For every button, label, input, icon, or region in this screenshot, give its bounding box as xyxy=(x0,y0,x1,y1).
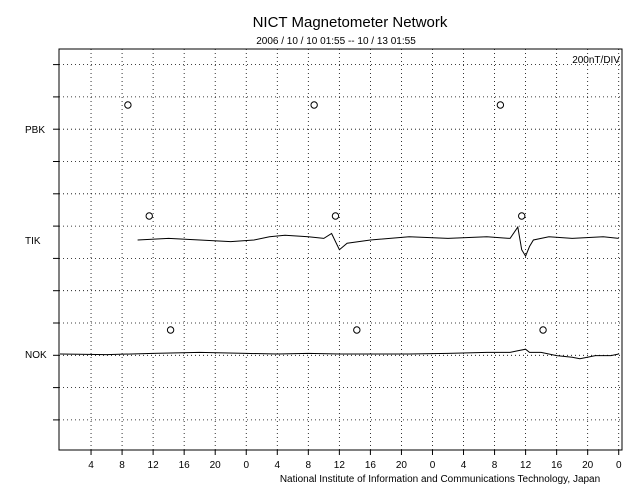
x-tick-label: 4 xyxy=(88,460,94,471)
local-midnight-marker xyxy=(331,212,340,220)
chart-subtitle: 2006 / 10 / 10 01:55 -- 10 / 13 01:55 xyxy=(256,36,416,47)
local-midnight-marker xyxy=(166,326,175,334)
station-label-tik: TIK xyxy=(25,236,41,247)
x-tick-label: 0 xyxy=(243,460,249,471)
local-midnight-marker xyxy=(124,101,132,109)
x-tick-label: 0 xyxy=(616,460,622,471)
x-tick-label: 12 xyxy=(520,460,532,471)
station-label-nok: NOK xyxy=(25,350,47,361)
x-tick-label: 20 xyxy=(210,460,222,471)
x-axis-ticks: 4 8 12 16 20 0 4 8 12 16 20 0 4 8 12 16 20 0 xyxy=(88,450,622,471)
credit-text: National Institute of Information and Co… xyxy=(280,474,600,485)
local-midnight-marker xyxy=(539,326,547,334)
local-midnight-marker xyxy=(353,326,361,334)
x-tick-label: 8 xyxy=(492,460,498,471)
station-labels: PBK TIK NOK xyxy=(25,125,47,361)
x-tick-label: 12 xyxy=(334,460,346,471)
x-tick-label: 20 xyxy=(396,460,408,471)
station-label-pbk: PBK xyxy=(25,125,45,136)
scale-label: 200nT/DIV xyxy=(572,55,620,66)
local-midnight-marker xyxy=(518,212,526,220)
local-midnight-marker xyxy=(496,101,505,109)
plot-frame xyxy=(58,48,623,451)
x-tick-label: 16 xyxy=(179,460,191,471)
x-tick-label: 8 xyxy=(119,460,125,471)
x-tick-label: 16 xyxy=(365,460,377,471)
local-midnight-marker xyxy=(145,212,153,220)
x-tick-label: 0 xyxy=(430,460,436,471)
x-tick-label: 8 xyxy=(306,460,312,471)
x-tick-label: 4 xyxy=(274,460,280,471)
x-tick-label: 20 xyxy=(582,460,594,471)
series-line-tik xyxy=(137,225,619,258)
grid xyxy=(53,49,622,450)
local-midnight-marker xyxy=(310,101,318,109)
x-tick-label: 12 xyxy=(148,460,160,471)
x-tick-label: 16 xyxy=(551,460,563,471)
chart-title: NICT Magnetometer Network xyxy=(253,14,448,31)
series-traces xyxy=(59,225,619,360)
x-tick-label: 4 xyxy=(461,460,467,471)
series-line-nok xyxy=(59,348,619,360)
local-midnight-markers xyxy=(124,101,547,334)
